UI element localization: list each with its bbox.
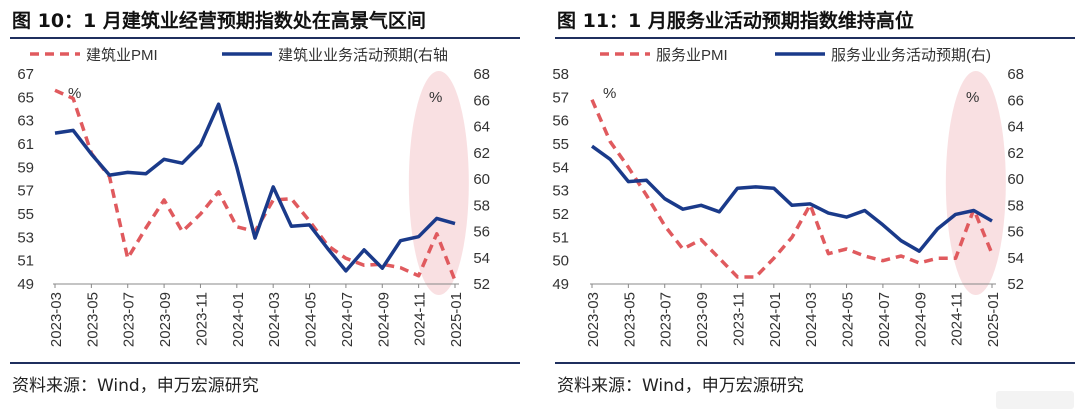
left-tick-label: 58	[552, 66, 569, 83]
right-tick-label: 58	[1007, 197, 1024, 214]
source-note: 资料来源：Wind，申万宏源研究	[12, 376, 259, 396]
left-tick-label: 52	[552, 206, 569, 223]
x-tick-label: 2023-11	[193, 292, 210, 346]
left-tick-label: 67	[17, 66, 34, 83]
left-tick-label: 56	[552, 113, 569, 130]
left-tick-label: 61	[17, 136, 34, 153]
right-tick-label: 54	[473, 250, 490, 267]
left-tick-label: 65	[17, 89, 34, 106]
x-tick-label: 2023-09	[157, 292, 174, 347]
left-tick-label: 49	[552, 276, 569, 293]
right-unit-label: %	[429, 89, 442, 106]
right-tick-label: 60	[473, 171, 490, 188]
right-tick-label: 64	[473, 119, 490, 136]
right-unit-label: %	[966, 89, 979, 106]
right-tick-label: 52	[1007, 276, 1024, 293]
left-tick-label: 55	[552, 136, 569, 153]
x-tick-label: 2025-01	[448, 292, 465, 347]
x-tick-label: 2023-03	[585, 292, 602, 347]
line-chart-construction: 49515355575961636567525456586062646668%%…	[17, 47, 490, 347]
line-chart-services: 49 50 51 52 53 54 55 56 57 58 52 54 56 58 60 62 64 66 68%%…	[552, 47, 1024, 347]
x-tick-label: 2023-11	[730, 292, 747, 346]
bottom-rule	[10, 362, 520, 364]
left-tick-label: 51	[552, 229, 569, 246]
x-tick-label: 2024-01	[230, 292, 247, 347]
x-tick-label: 2024-07	[339, 292, 356, 347]
x-tick-label: 2023-05	[84, 292, 101, 347]
right-tick-label: 66	[1007, 92, 1024, 109]
right-tick-label: 68	[473, 66, 490, 83]
source-note: 资料来源：Wind，申万宏源研究	[557, 376, 804, 396]
left-tick-label: 57	[17, 183, 34, 200]
figure-title: 图 10：1 月建筑业经营预期指数处在高景气区间	[12, 10, 426, 32]
left-tick-label: 55	[17, 206, 34, 223]
x-tick-label: 2024-11	[412, 292, 429, 346]
left-unit-label: %	[603, 85, 616, 102]
series-line-expectation	[590, 144, 993, 253]
right-tick-label: 60	[1007, 171, 1024, 188]
right-tick-label: 62	[1007, 145, 1024, 162]
right-tick-label: 66	[473, 92, 490, 109]
highlight-ellipse	[408, 71, 469, 295]
x-tick-label: 2024-11	[949, 292, 966, 346]
x-tick-label: 2024-05	[840, 292, 857, 347]
right-tick-label: 56	[1007, 224, 1024, 241]
left-tick-label: 57	[552, 89, 569, 106]
x-tick-label: 2024-07	[876, 292, 893, 347]
left-tick-label: 53	[17, 229, 34, 246]
watermark-logo	[996, 391, 1074, 409]
x-tick-label: 2024-03	[803, 292, 820, 347]
legend-label: 服务业PMI	[656, 47, 728, 64]
right-tick-label: 58	[473, 197, 490, 214]
legend-label: 建筑业业务活动预期(右轴	[278, 47, 448, 64]
series-line-expectation	[54, 102, 456, 273]
x-tick-label: 2024-01	[767, 292, 784, 347]
left-tick-label: 54	[552, 159, 569, 176]
x-tick-label: 2024-09	[912, 292, 929, 347]
x-tick-label: 2023-03	[48, 292, 65, 347]
right-tick-label: 54	[1007, 250, 1024, 267]
x-tick-label: 2023-05	[621, 292, 638, 347]
x-tick-label: 2023-07	[121, 292, 138, 347]
x-tick-label: 2024-09	[375, 292, 392, 347]
left-tick-label: 49	[17, 276, 34, 293]
top-rule	[10, 37, 520, 39]
x-tick-label: 2023-09	[694, 292, 711, 347]
series-line-pmi	[590, 99, 994, 279]
bottom-rule	[555, 362, 1075, 364]
legend-label: 建筑业PMI	[86, 47, 158, 64]
right-tick-label: 68	[1007, 66, 1024, 83]
highlight-ellipse	[945, 71, 1006, 295]
right-tick-label: 56	[473, 224, 490, 241]
right-tick-label: 64	[1007, 119, 1024, 136]
chart-panel-construction: 图 10：1 月建筑业经营预期指数处在高景气区间 49 51 53 55 57 59 61 6…	[0, 0, 530, 413]
legend-label: 服务业业务活动预期(右)	[831, 47, 991, 64]
right-tick-label: 52	[473, 276, 490, 293]
left-tick-label: 59	[17, 159, 34, 176]
chart-panel-services: 图 11：1 月服务业活动预期指数维持高位 49 50 51 52 53 54 55 56 57…	[545, 0, 1080, 413]
x-tick-label: 2024-03	[266, 292, 283, 347]
left-tick-label: 53	[552, 183, 569, 200]
x-tick-label: 2023-07	[658, 292, 675, 347]
figure-title: 图 11：1 月服务业活动预期指数维持高位	[557, 10, 914, 32]
x-tick-label: 2025-01	[985, 292, 1002, 347]
right-tick-label: 62	[473, 145, 490, 162]
top-rule	[555, 37, 1075, 39]
left-tick-label: 63	[17, 113, 34, 130]
x-tick-label: 2024-05	[303, 292, 320, 347]
left-tick-label: 51	[17, 253, 34, 270]
left-tick-label: 50	[552, 253, 569, 270]
